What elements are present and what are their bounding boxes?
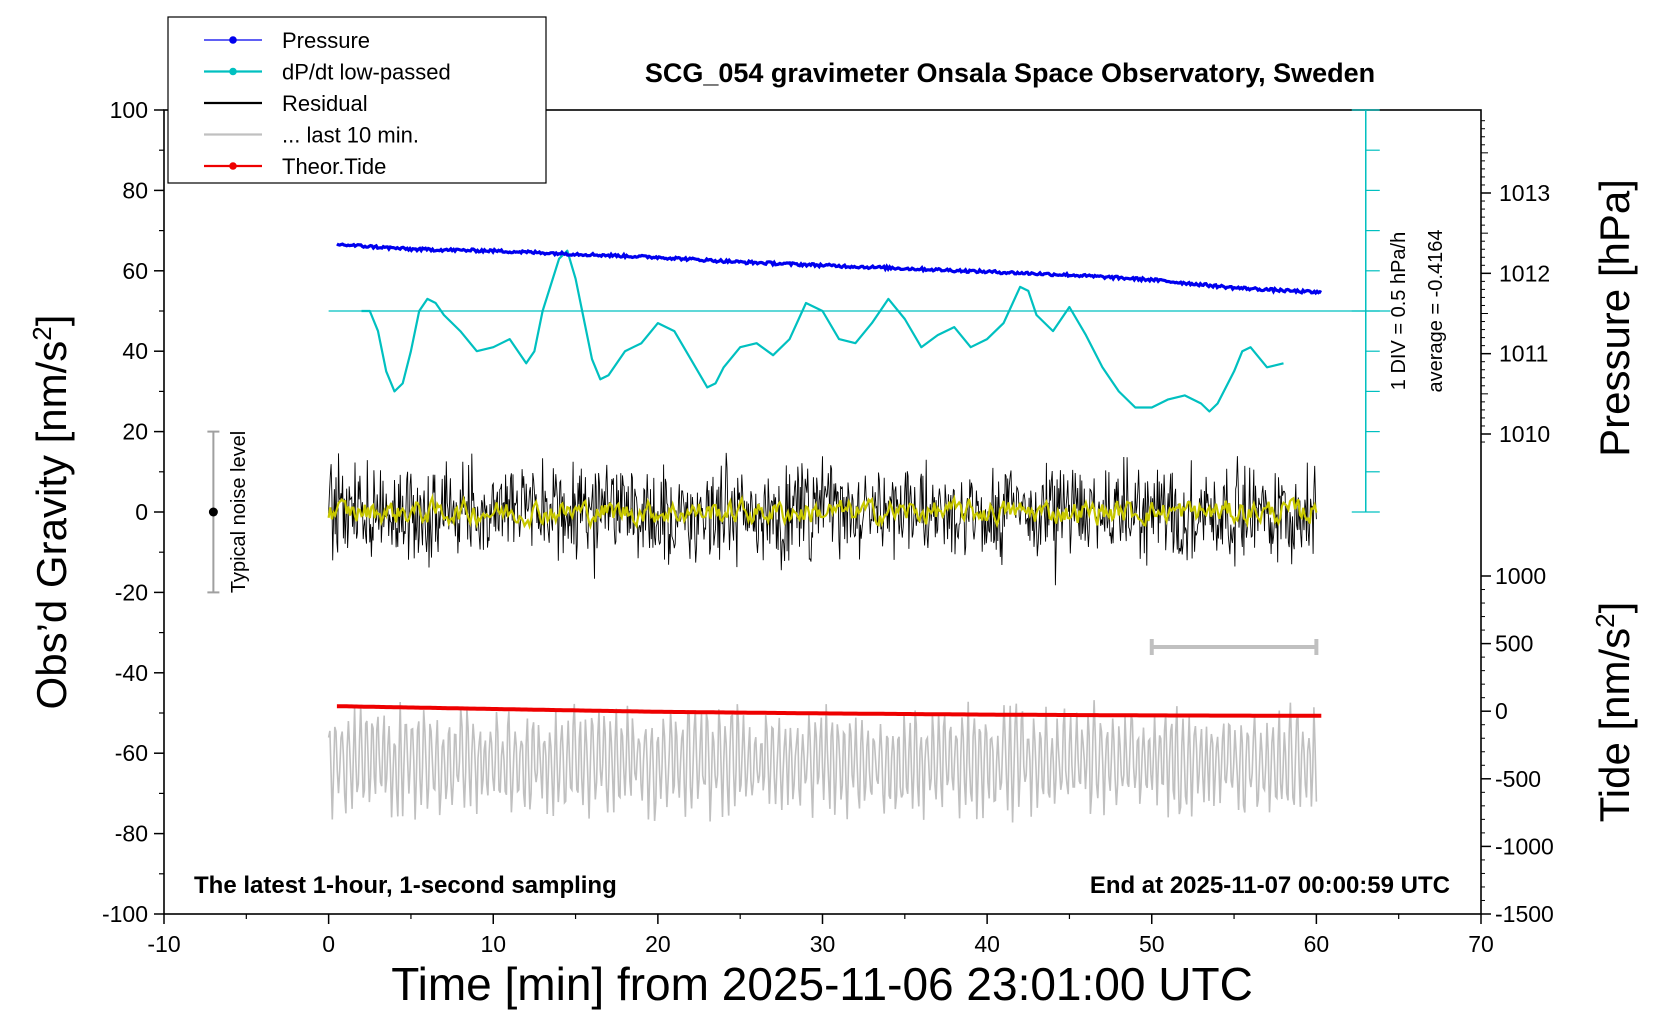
left-axis-label-close: ] [28,315,75,327]
legend-box [167,16,547,184]
x-tick-label: 70 [1468,931,1494,957]
noise-level-bar [207,430,220,594]
left-axis-ticks: 100 80 60 40 20 0 -20 -40 -60 -80 -100 [102,97,164,927]
left-axis-label-sup: 2 [27,326,57,340]
legend: Pressure dP/dt low-passed Residual ... last… [167,16,547,184]
x-axis-ticks: -10 0 10 20 30 40 50 60 70 [147,914,1494,957]
legend-item: Pressure [204,28,370,53]
tide-axis-label-close: ] [1591,602,1638,614]
x-tick-label: 40 [974,931,1000,957]
legend-marker [229,162,237,170]
tide-axis-label-main: Tide [nm/s [1591,628,1638,823]
legend-label: Theor.Tide [282,154,386,179]
ten-minute-bar [1149,639,1319,655]
x-tick-label: 10 [480,931,506,957]
legend-item: ... last 10 min. [204,123,419,148]
pressure-axis-ticks: 1013 1012 1011 1010 [1481,120,1550,447]
left-tick-label: -20 [115,579,148,605]
left-tick-label: 80 [122,177,148,203]
tide-tick-label: 1000 [1495,563,1546,589]
left-tick-label: -80 [115,821,148,847]
noise-bar-center-dot [208,507,218,517]
dpdt-scale-label: 1 DIV = 0.5 hPa/h [1388,232,1410,390]
x-tick-label: -10 [147,931,180,957]
left-tick-label: -60 [115,740,148,766]
pressure-tick-label: 1012 [1499,260,1550,286]
tide-tick-label: 0 [1495,698,1508,724]
pressure-tick-label: 1013 [1499,180,1550,206]
tide-tick-label: 500 [1495,631,1533,657]
x-tick-label: 60 [1304,931,1330,957]
tide-axis-label-sup: 2 [1590,613,1620,627]
x-axis-label: Time [min] from 2025-11-06 23:01:00 UTC [391,958,1253,1010]
series-layer [327,242,1391,823]
left-tick-label: -40 [115,660,148,686]
left-tick-label: 100 [110,97,148,123]
left-tick-label: 40 [122,338,148,364]
left-axis-label: Obs’d Gravity [nm/s2] [27,315,75,710]
tide-series-line [336,704,1322,718]
noise-level-label: Typical noise level [228,431,250,593]
left-tick-label: -100 [102,901,148,927]
pressure-tick-label: 1010 [1499,421,1550,447]
legend-item: dP/dt low-passed [204,60,451,85]
dpdt-scale-axis [1351,109,1380,513]
pressure-axis-label: Pressure [hPa] [1591,179,1638,457]
legend-label: dP/dt low-passed [282,60,451,85]
left-axis-label-main: Obs’d Gravity [nm/s [28,341,75,710]
x-tick-label: 20 [645,931,671,957]
pressure-series-line [336,242,1323,296]
x-tick-label: 30 [810,931,836,957]
legend-marker [229,36,237,44]
legend-item: Theor.Tide [204,154,386,179]
tide-tick-label: -1500 [1495,901,1554,927]
tide-tick-label: -1000 [1495,833,1554,859]
residual-series-line [328,452,1317,586]
end-time-note: End at 2025-11-07 00:00:59 UTC [1090,872,1450,899]
legend-item: Residual [204,91,368,116]
tide-axis-label: Tide [nm/s2] [1590,602,1638,823]
left-tick-label: 60 [122,258,148,284]
left-tick-label: 0 [135,499,148,525]
pressure-tick-label: 1011 [1499,341,1548,367]
sampling-note: The latest 1-hour, 1-second sampling [194,872,617,899]
tide-axis-ticks: 1000 500 0 -500 -1000 -1500 [1481,563,1554,927]
last-10-min-series-line [327,700,1318,823]
chart-title: SCG_054 gravimeter Onsala Space Observat… [645,58,1375,88]
x-tick-label: 0 [322,931,335,957]
left-tick-label: 20 [122,419,148,445]
dpdt-series-line [361,249,1284,413]
x-tick-label: 50 [1139,931,1165,957]
legend-label: Residual [282,91,368,116]
legend-items: Pressure dP/dt low-passed Residual ... last… [204,28,451,179]
dpdt-average-label: average = -0.4164 [1425,230,1447,393]
legend-marker [229,67,237,76]
legend-label: Pressure [282,28,370,53]
residual-smoothed-line [327,493,1318,531]
legend-label: ... last 10 min. [282,123,419,148]
tide-tick-label: -500 [1495,766,1541,792]
